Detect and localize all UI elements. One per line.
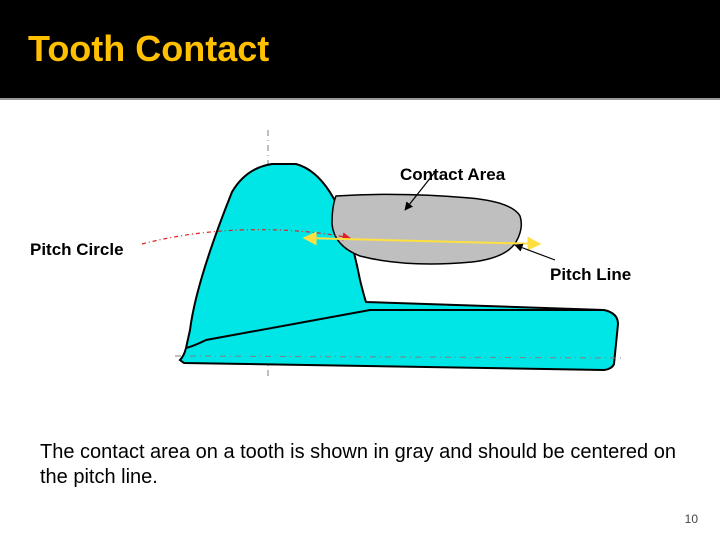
label-pitch-line: Pitch Line	[550, 265, 631, 285]
caption: The contact area on a tooth is shown in …	[40, 440, 680, 490]
page-title: Tooth Contact	[28, 28, 269, 70]
title-bar: Tooth Contact	[0, 0, 720, 100]
page-number: 10	[685, 512, 698, 526]
diagram: Contact Area Pitch Circle Pitch Line	[0, 100, 720, 400]
label-pitch-circle: Pitch Circle	[30, 240, 124, 260]
slide: Tooth Contact Contact Area Pitch Circle …	[0, 0, 720, 540]
label-contact-area: Contact Area	[400, 165, 505, 185]
